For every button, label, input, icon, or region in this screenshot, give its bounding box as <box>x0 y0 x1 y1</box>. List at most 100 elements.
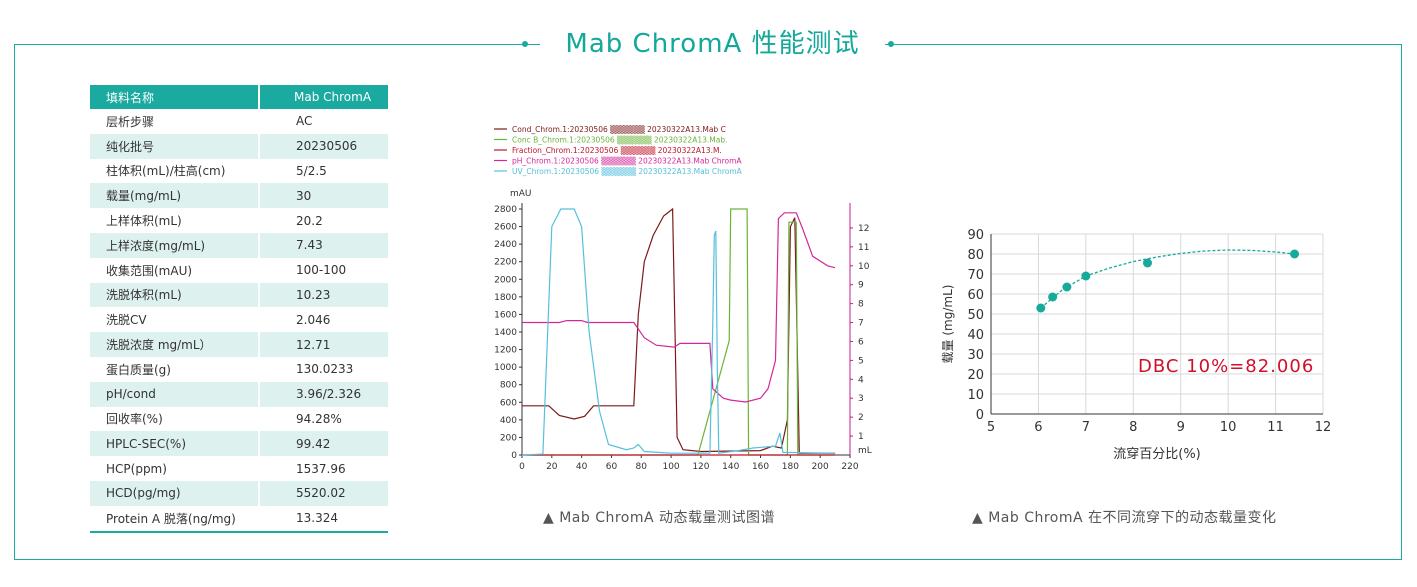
table-body: 层析步骤 AC 纯化批号 20230506 柱体积(mL)/柱高(cm) 5/2.5 载量(… <box>90 109 388 533</box>
param-value-cell: 20230506 <box>258 133 388 159</box>
y2-tick-label: 10 <box>858 262 870 272</box>
x-tick-label: 10 <box>1220 420 1237 435</box>
table-row: HCP(ppm) 1537.96 <box>90 456 388 481</box>
param-value-cell: 7.43 <box>258 232 388 258</box>
y-tick-label: 40 <box>967 328 984 343</box>
param-name-cell: 柱体积(mL)/柱高(cm) <box>106 164 226 179</box>
y-tick-label: 600 <box>500 398 517 408</box>
x-unit-label: mL <box>858 446 872 456</box>
y-tick-label: 1800 <box>494 293 517 303</box>
param-name-cell: HCD(pg/mg) <box>90 480 260 506</box>
data-point <box>1143 258 1153 268</box>
x-axis-label: 流穿百分比(%) <box>1113 446 1201 462</box>
param-value-cell: 13.324 <box>258 505 388 533</box>
param-value-cell: 2.046 <box>258 307 388 333</box>
param-name-cell: 载量(mg/mL) <box>90 183 260 209</box>
y-tick-label: 80 <box>967 248 984 263</box>
y-tick-label: 1000 <box>494 363 517 373</box>
dbc-caption: ▲ Mab ChromA 在不同流穿下的动态载量变化 <box>972 510 1277 526</box>
y-tick-label: 2600 <box>494 223 517 233</box>
param-value-cell: 20.2 <box>258 208 388 233</box>
x-tick-label: 140 <box>722 462 739 472</box>
legend-label: Conc B_Chrom.1:20230506 ▒▒▒▒▒▒ 20230322A… <box>512 136 727 145</box>
x-tick-label: 5 <box>987 420 995 435</box>
param-name-cell: 上样浓度(mg/mL) <box>90 232 260 258</box>
param-name-cell: 收集范围(mAU) <box>106 263 193 278</box>
y-tick-label: 2000 <box>494 275 517 285</box>
chromatogram-caption: ▲ Mab ChromA 动态载量测试图谱 <box>543 510 776 526</box>
y2-tick-label: 5 <box>858 356 864 366</box>
table-row: 载量(mg/mL) 30 <box>90 183 388 209</box>
data-point <box>1081 271 1091 281</box>
param-value-cell: 5520.02 <box>258 480 388 506</box>
table-row: 上样浓度(mg/mL) 7.43 <box>90 232 388 258</box>
table-row: 柱体积(mL)/柱高(cm) 5/2.5 <box>90 158 388 184</box>
legend-label: Cond_Chrom.1:20230506 ▒▒▒▒▒▒ 20230322A13… <box>512 125 726 134</box>
param-value-cell: 99.42 <box>258 431 388 457</box>
series-line <box>521 208 836 456</box>
data-point <box>1048 292 1058 302</box>
y-tick-label: 20 <box>967 368 984 383</box>
y2-tick-label: 12 <box>858 224 869 234</box>
param-value-cell: 130.0233 <box>258 356 388 382</box>
table-row: 收集范围(mAU) 100-100 <box>90 257 388 283</box>
x-tick-label: 12 <box>1315 420 1332 435</box>
param-name-cell: 上样体积(mL) <box>106 214 182 229</box>
table-row: HCD(pg/mg) 5520.02 <box>90 480 388 506</box>
param-value-cell: 10.23 <box>258 282 388 308</box>
table-header-row: 填料名称 Mab ChromA <box>90 85 388 109</box>
table-row: 洗脱CV 2.046 <box>90 307 388 333</box>
param-name-cell: HCP(ppm) <box>106 461 167 476</box>
dbc-scatter-chart: 0 10 20 30 40 50 60 70 80 90 5 6 7 8 9 10 11 12 流穿百分比(%) 载量… <box>941 228 1332 462</box>
y2-tick-label: 6 <box>858 337 864 347</box>
series-line <box>522 212 836 403</box>
trend-line <box>1040 249 1295 309</box>
x-tick-label: 220 <box>841 462 858 472</box>
page-title: Mab ChromA 性能测试 <box>565 29 860 59</box>
title-banner: Mab ChromA 性能测试 <box>540 24 885 64</box>
y-axis-label: 载量 (mg/mL) <box>941 285 955 364</box>
param-name-cell: 蛋白质量(g) <box>106 362 171 377</box>
param-name-cell: pH/cond <box>90 381 260 407</box>
table-row: 洗脱体积(mL) 10.23 <box>90 282 388 308</box>
x-tick-label: 0 <box>519 462 525 472</box>
table-row: 蛋白质量(g) 130.0233 <box>90 356 388 382</box>
table-row: HPLC-SEC(%) 99.42 <box>90 431 388 457</box>
y2-tick-label: 3 <box>858 394 864 404</box>
param-name-cell: HPLC-SEC(%) <box>90 431 260 457</box>
table-row: 层析步骤 AC <box>90 109 388 134</box>
resin-parameter-table: 填料名称 Mab ChromA 层析步骤 AC 纯化批号 20230506 柱体积(mL… <box>90 85 388 533</box>
y-tick-label: 1600 <box>494 310 517 320</box>
title-left-dot <box>522 41 528 47</box>
legend-label: UV_Chrom.1:20230506 ▒▒▒▒▒▒ 20230322A13.M… <box>512 167 743 176</box>
x-tick-label: 80 <box>636 462 648 472</box>
param-value-cell: 12.71 <box>258 332 388 357</box>
param-name-cell: 洗脱CV <box>106 313 147 328</box>
legend-label: Fraction_Chrom.1:20230506 ▒▒▒▒▒▒ 2023032… <box>512 146 722 155</box>
table-row: 上样体积(mL) 20.2 <box>90 208 388 233</box>
y-tick-label: 0 <box>511 451 517 461</box>
table-row: pH/cond 3.96/2.326 <box>90 381 388 407</box>
y-tick-label: 2200 <box>494 258 517 268</box>
param-name-cell: 层析步骤 <box>106 114 155 129</box>
y-tick-label: 10 <box>967 388 984 403</box>
y-tick-label: 200 <box>500 433 517 443</box>
y-tick-label: 30 <box>967 348 984 363</box>
y-tick-label: 0 <box>976 408 984 423</box>
param-value-cell: 94.28% <box>258 406 388 432</box>
column-header: 填料名称 <box>90 85 260 109</box>
y-tick-label: 90 <box>967 228 984 243</box>
x-tick-label: 8 <box>1129 420 1137 435</box>
y-tick-label: 1400 <box>494 328 517 338</box>
y2-tick-label: 11 <box>858 243 869 253</box>
y2-tick-label: 8 <box>858 300 864 310</box>
dbc-annotation: DBC 10%=82.006 <box>1138 356 1314 377</box>
x-tick-label: 60 <box>606 462 618 472</box>
y-tick-label: 400 <box>500 416 517 426</box>
x-tick-label: 180 <box>782 462 799 472</box>
table-row: 回收率(%) 94.28% <box>90 406 388 432</box>
param-name-cell: 纯化批号 <box>90 133 260 159</box>
x-tick-label: 160 <box>752 462 769 472</box>
y2-tick-label: 2 <box>858 413 864 423</box>
data-point <box>1062 282 1072 292</box>
